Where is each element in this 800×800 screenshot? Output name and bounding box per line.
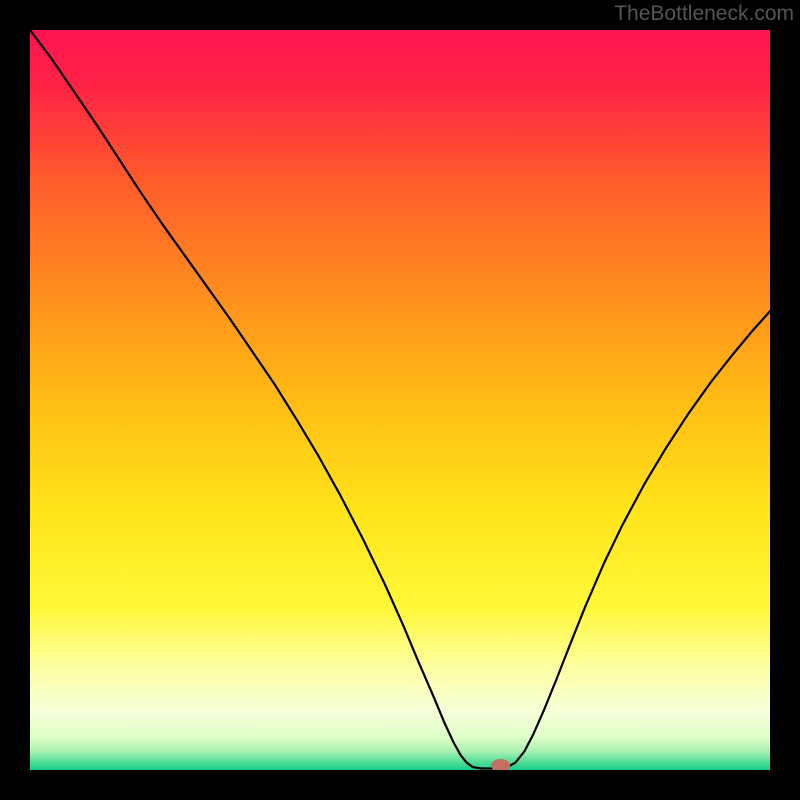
chart-gradient-bg (30, 30, 770, 770)
optimal-marker (492, 760, 510, 770)
chart-svg (30, 30, 770, 770)
chart-plot-area (30, 30, 770, 770)
watermark-text: TheBottleneck.com (614, 2, 794, 26)
